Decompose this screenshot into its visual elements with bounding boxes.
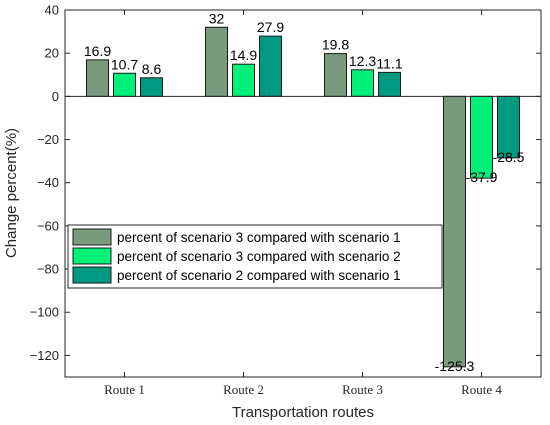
- x-tick-label: Route 3: [342, 382, 383, 397]
- bar-series-3-route-2: [259, 35, 282, 97]
- y-tick-label: −120: [30, 348, 59, 363]
- data-label: 27.9: [257, 19, 284, 35]
- data-label: 32: [209, 10, 225, 26]
- bar-series-2-route-2: [232, 63, 255, 97]
- data-label: -125.3: [435, 358, 475, 374]
- x-axis-title: Transportation routes: [232, 404, 374, 421]
- x-tick-label: Route 2: [223, 382, 264, 397]
- y-tick-label: 40: [45, 3, 59, 18]
- legend-label: percent of scenario 2 compared with scen…: [117, 268, 401, 283]
- bar-series-2-route-1: [113, 72, 136, 97]
- bar-series-1-route-3: [324, 53, 347, 97]
- x-tick-label: Route 1: [104, 382, 145, 397]
- data-labels-layer: 16.910.7 8.6 32 14.927.9 19.812.3 11.1 -125.3 -…: [84, 10, 525, 374]
- legend-label: percent of scenario 3 compared with scen…: [117, 230, 401, 245]
- legend-label: percent of scenario 3 compared with scen…: [117, 249, 401, 264]
- bar-series-3-route-1: [140, 77, 163, 97]
- bar-series-2-route-4: [470, 95, 493, 179]
- data-label: 19.8: [322, 37, 349, 53]
- bars-layer: [86, 26, 520, 368]
- plot-frame: [64, 9, 542, 378]
- y-tick-label: −40: [37, 175, 59, 190]
- data-label: 12.3: [349, 53, 376, 69]
- y-axis: 40 20 0 −20 −40 −60 −80 −100 −120: [30, 3, 541, 363]
- y-tick-label: 0: [52, 89, 59, 104]
- legend-box: [67, 224, 443, 289]
- y-tick-label: −20: [37, 132, 59, 147]
- data-label: -37.9: [466, 169, 498, 185]
- bar-series-1-route-4: [443, 95, 466, 368]
- y-tick-label: −100: [30, 305, 59, 320]
- legend-swatch: [72, 266, 112, 284]
- x-axis: Route 1 Route 2 Route 3 Route 4: [104, 10, 502, 397]
- legend: percent of scenario 3 compared with scen…: [67, 224, 443, 289]
- bar-series-2-route-3: [351, 69, 374, 97]
- legend-swatch: [72, 247, 112, 265]
- y-tick-label: −80: [37, 262, 59, 277]
- data-label: 11.1: [376, 55, 402, 71]
- y-tick-label: 20: [45, 46, 59, 61]
- x-tick-label: Route 4: [461, 382, 502, 397]
- data-label: 10.7: [111, 56, 138, 72]
- data-label: -28.5: [493, 149, 525, 165]
- bar-series-3-route-3: [378, 71, 401, 97]
- legend-swatch: [72, 228, 112, 246]
- data-label: 8.6: [142, 61, 162, 77]
- y-tick-label: −60: [37, 218, 59, 233]
- data-label: 14.9: [230, 47, 257, 63]
- y-axis-title: Change percent(%): [3, 128, 20, 258]
- bar-series-1-route-2: [205, 26, 228, 97]
- data-label: 16.9: [84, 43, 111, 59]
- bar-series-1-route-1: [86, 59, 109, 97]
